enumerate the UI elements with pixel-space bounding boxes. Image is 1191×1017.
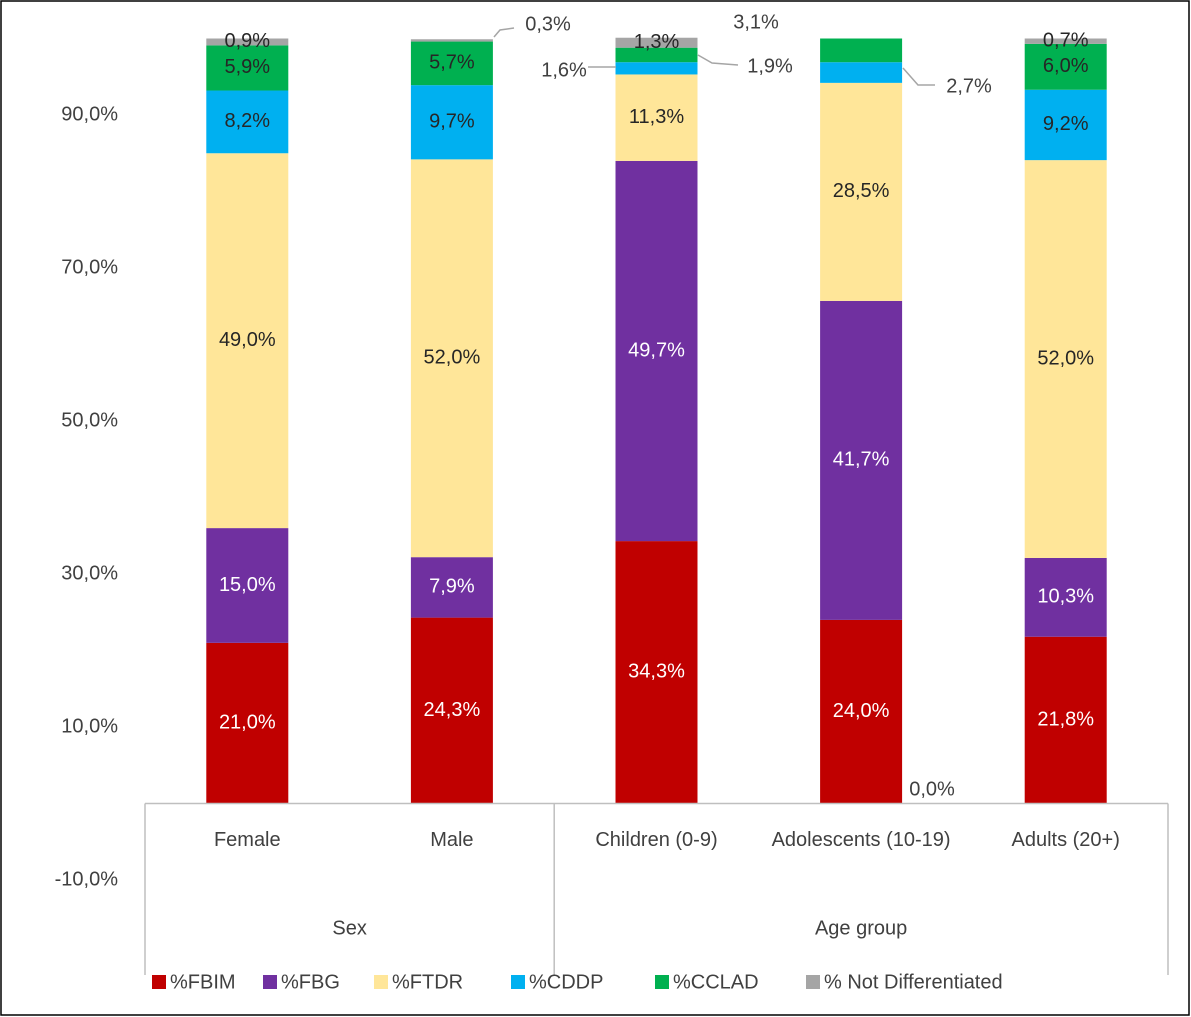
legend-swatch xyxy=(374,975,388,989)
leader-line xyxy=(902,67,935,86)
bar-segment xyxy=(206,45,289,91)
x-tick-label: Adolescents (10-19) xyxy=(771,829,951,851)
legend-label: %FBIM xyxy=(170,971,236,993)
data-label: 5,9% xyxy=(225,56,271,78)
x-tick-label: Female xyxy=(213,829,281,851)
bar-segment xyxy=(615,37,698,48)
data-label: 1,6% xyxy=(541,59,587,81)
bar-segment xyxy=(410,617,493,804)
data-label: 11,3% xyxy=(629,106,684,128)
leader-line xyxy=(697,54,739,66)
group-label: Age group xyxy=(815,917,907,939)
bar-segment xyxy=(820,300,903,620)
data-label: 1,3% xyxy=(634,31,680,53)
x-tick-label: Children (0-9) xyxy=(595,829,718,851)
bar-segment xyxy=(206,642,289,804)
bar-segment xyxy=(206,38,289,46)
bar-segment xyxy=(1024,38,1107,44)
legend-swatch xyxy=(263,975,277,989)
y-tick-label: -10,0% xyxy=(55,868,119,890)
data-label: 10,3% xyxy=(1037,586,1094,608)
legend-swatch xyxy=(152,975,166,989)
bar-segment xyxy=(1024,636,1107,804)
data-label: 9,7% xyxy=(429,111,475,133)
legend-swatch xyxy=(806,975,820,989)
y-tick-label: 50,0% xyxy=(61,409,118,431)
data-label: 52,0% xyxy=(424,347,481,369)
data-label: 0,9% xyxy=(225,30,271,52)
bar-segment xyxy=(410,39,493,42)
data-label: 0,7% xyxy=(1043,29,1089,51)
legend-label: %CDDP xyxy=(529,971,603,993)
data-label: 1,9% xyxy=(747,55,793,77)
y-tick-label: 70,0% xyxy=(61,256,118,278)
bar-segment xyxy=(410,85,493,160)
data-label: 49,7% xyxy=(628,339,685,361)
legend-swatch xyxy=(511,975,525,989)
legend-label: %FTDR xyxy=(392,971,463,993)
data-label: 34,3% xyxy=(628,661,685,683)
data-label: 49,0% xyxy=(219,329,276,351)
legend-label: % Not Differentiated xyxy=(824,971,1003,993)
bar-segment xyxy=(206,90,289,154)
bar-segment xyxy=(615,160,698,542)
y-tick-label: 90,0% xyxy=(61,103,118,125)
bar-segment xyxy=(206,153,289,529)
data-label: 0,0% xyxy=(909,778,955,800)
data-label: 5,7% xyxy=(429,52,475,74)
data-label: 52,0% xyxy=(1037,347,1094,369)
data-label: 24,3% xyxy=(424,699,481,721)
x-tick-label: Male xyxy=(430,829,474,851)
data-label: 7,9% xyxy=(429,576,475,598)
data-label: 15,0% xyxy=(219,574,276,596)
legend-label: %CCLAD xyxy=(673,971,759,993)
legend-swatch xyxy=(655,975,669,989)
bar-segment xyxy=(820,82,903,301)
bar-segment xyxy=(410,557,493,618)
group-label: Sex xyxy=(332,917,366,939)
bar-segment xyxy=(615,541,698,804)
data-label: 6,0% xyxy=(1043,55,1089,77)
y-tick-label: 10,0% xyxy=(61,715,118,737)
data-label: 8,2% xyxy=(225,110,271,132)
data-label: 9,2% xyxy=(1043,113,1089,135)
data-label: 41,7% xyxy=(833,449,890,471)
bar-segment xyxy=(1024,43,1107,90)
x-tick-label: Adults (20+) xyxy=(1011,829,1120,851)
bar-segment xyxy=(1024,160,1107,558)
bar-segment xyxy=(1024,89,1107,161)
bar-segment xyxy=(1024,557,1107,637)
data-label: 24,0% xyxy=(833,700,890,722)
data-label: 2,7% xyxy=(946,75,992,97)
legend-label: %FBG xyxy=(281,971,340,993)
bar-segment xyxy=(410,41,493,86)
bar-segment xyxy=(410,159,493,558)
bar-segment xyxy=(615,74,698,161)
bar-segment xyxy=(615,47,698,63)
bar-segment xyxy=(615,62,698,75)
data-label: 21,8% xyxy=(1037,708,1094,730)
data-label: 21,0% xyxy=(219,711,276,733)
data-label: 3,1% xyxy=(733,11,779,33)
bar-segment xyxy=(820,38,903,63)
data-label: 0,3% xyxy=(525,13,571,35)
leader-line xyxy=(493,27,515,38)
y-tick-label: 30,0% xyxy=(61,562,118,584)
data-label: 28,5% xyxy=(833,180,890,202)
bar-segment xyxy=(820,619,903,804)
bar-segment xyxy=(820,62,903,83)
bar-segment xyxy=(206,528,289,643)
